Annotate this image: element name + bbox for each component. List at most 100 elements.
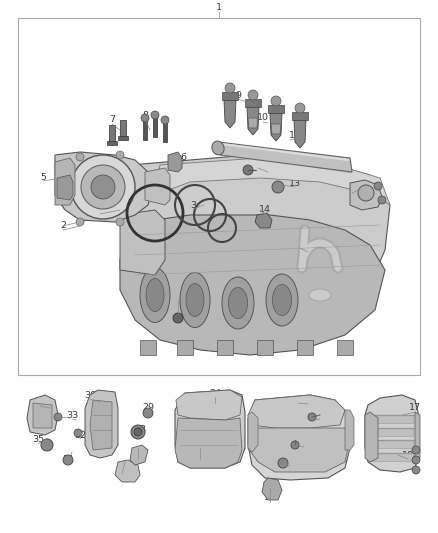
Polygon shape <box>248 395 345 428</box>
Polygon shape <box>217 340 233 355</box>
Polygon shape <box>365 412 378 462</box>
Ellipse shape <box>140 268 170 322</box>
Polygon shape <box>140 340 156 355</box>
Text: 15: 15 <box>302 244 314 253</box>
Polygon shape <box>85 390 118 458</box>
Polygon shape <box>177 340 193 355</box>
Circle shape <box>116 218 124 226</box>
Polygon shape <box>292 112 308 120</box>
Circle shape <box>143 408 153 418</box>
Circle shape <box>151 111 159 119</box>
Polygon shape <box>248 428 348 472</box>
Polygon shape <box>337 340 353 355</box>
Polygon shape <box>262 478 282 500</box>
Circle shape <box>412 456 420 464</box>
Text: 3: 3 <box>190 200 196 209</box>
Text: 28: 28 <box>134 425 146 434</box>
Polygon shape <box>33 403 52 428</box>
Polygon shape <box>55 158 75 205</box>
Polygon shape <box>245 99 261 107</box>
Polygon shape <box>175 418 242 468</box>
Polygon shape <box>153 115 157 137</box>
Text: 21: 21 <box>298 439 310 448</box>
Text: 35: 35 <box>32 435 44 445</box>
Text: 31: 31 <box>62 456 74 464</box>
Circle shape <box>291 441 299 449</box>
Bar <box>18 18 420 375</box>
Text: 34: 34 <box>34 398 46 407</box>
Polygon shape <box>370 428 413 436</box>
Circle shape <box>76 218 84 226</box>
Circle shape <box>81 165 125 209</box>
Text: 5: 5 <box>40 173 46 182</box>
Circle shape <box>272 181 284 193</box>
Polygon shape <box>109 125 115 143</box>
Text: 23: 23 <box>302 395 314 405</box>
Text: 8: 8 <box>142 110 148 119</box>
Polygon shape <box>55 152 152 222</box>
Polygon shape <box>115 460 140 482</box>
Polygon shape <box>248 118 258 128</box>
Circle shape <box>91 175 115 199</box>
Text: 9: 9 <box>235 91 241 100</box>
Polygon shape <box>90 400 112 450</box>
Text: 27: 27 <box>116 465 128 474</box>
Polygon shape <box>268 105 284 113</box>
Text: 17: 17 <box>409 403 421 413</box>
Polygon shape <box>120 210 165 275</box>
Polygon shape <box>255 213 272 228</box>
Text: 33: 33 <box>66 410 78 419</box>
Polygon shape <box>248 395 350 480</box>
Text: 18: 18 <box>402 450 414 459</box>
Circle shape <box>116 151 124 159</box>
Text: 2: 2 <box>60 222 66 230</box>
Text: 13: 13 <box>289 179 301 188</box>
Circle shape <box>278 458 288 468</box>
Text: 1: 1 <box>216 4 222 12</box>
Text: 26: 26 <box>132 450 144 459</box>
Ellipse shape <box>180 272 210 327</box>
Text: 2: 2 <box>175 305 181 314</box>
Polygon shape <box>130 445 148 465</box>
Polygon shape <box>365 395 418 472</box>
Ellipse shape <box>228 287 247 319</box>
Polygon shape <box>270 113 282 141</box>
Polygon shape <box>120 215 385 355</box>
Polygon shape <box>345 410 354 450</box>
Circle shape <box>63 455 73 465</box>
Text: 14: 14 <box>259 206 271 214</box>
Circle shape <box>374 182 382 190</box>
Ellipse shape <box>272 285 292 316</box>
Polygon shape <box>143 118 147 140</box>
Text: 6: 6 <box>180 152 186 161</box>
Ellipse shape <box>146 279 164 311</box>
Text: 22: 22 <box>314 410 326 419</box>
Text: 29: 29 <box>142 403 154 413</box>
Text: 12: 12 <box>262 164 274 173</box>
Circle shape <box>76 153 84 161</box>
Polygon shape <box>224 100 236 128</box>
Circle shape <box>131 425 145 439</box>
Polygon shape <box>176 390 242 420</box>
Polygon shape <box>248 412 258 452</box>
Polygon shape <box>145 168 170 205</box>
Polygon shape <box>294 120 306 148</box>
Polygon shape <box>163 120 167 142</box>
Circle shape <box>41 439 53 451</box>
Circle shape <box>134 428 142 436</box>
Polygon shape <box>118 136 128 140</box>
Text: 7: 7 <box>109 116 115 125</box>
Polygon shape <box>247 107 259 135</box>
Text: 30: 30 <box>84 391 96 400</box>
Polygon shape <box>271 124 281 134</box>
Circle shape <box>225 83 235 93</box>
Text: 16: 16 <box>354 181 366 190</box>
Text: 19: 19 <box>264 494 276 503</box>
Polygon shape <box>370 453 413 461</box>
Polygon shape <box>168 152 182 172</box>
Ellipse shape <box>186 284 204 317</box>
Ellipse shape <box>309 289 331 301</box>
Circle shape <box>54 413 62 421</box>
Circle shape <box>378 196 386 204</box>
Circle shape <box>412 466 420 474</box>
